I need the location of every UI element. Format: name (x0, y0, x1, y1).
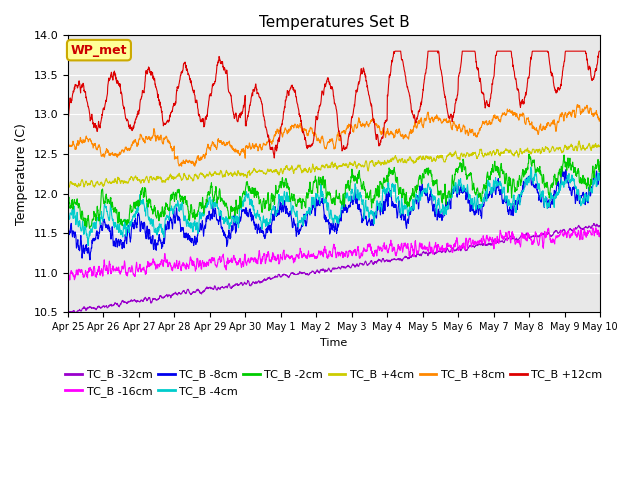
TC_B +12cm (361, 71, 369, 77)
TC_B +4cm (349, 162, 357, 168)
TC_B -16cm (596, 230, 604, 236)
TC_B -32cm (590, 221, 598, 227)
TC_B -32cm (549, 231, 557, 237)
TC_B -4cm (564, 173, 572, 179)
TC_B +12cm (212, 71, 220, 76)
Line: TC_B +12cm: TC_B +12cm (68, 51, 600, 158)
TC_B +12cm (596, 48, 604, 54)
TC_B -8cm (86, 257, 94, 263)
X-axis label: Time: Time (321, 337, 348, 348)
Text: WP_met: WP_met (70, 44, 127, 57)
TC_B +4cm (489, 149, 497, 155)
TC_B -4cm (489, 187, 497, 192)
TC_B -2cm (596, 159, 604, 165)
TC_B +8cm (596, 118, 604, 123)
TC_B -32cm (489, 241, 497, 247)
TC_B +8cm (212, 146, 220, 152)
Line: TC_B +8cm: TC_B +8cm (68, 105, 600, 166)
TC_B -8cm (361, 215, 369, 220)
Line: TC_B -32cm: TC_B -32cm (68, 224, 600, 313)
TC_B -32cm (72, 310, 80, 316)
TC_B -32cm (64, 309, 72, 315)
TC_B +8cm (489, 118, 497, 123)
TC_B -2cm (86, 226, 93, 231)
TC_B -8cm (564, 180, 572, 186)
TC_B -32cm (564, 228, 572, 234)
TC_B -16cm (549, 236, 557, 242)
TC_B -32cm (361, 259, 369, 265)
TC_B -4cm (550, 198, 557, 204)
TC_B -2cm (349, 173, 357, 179)
TC_B -16cm (564, 229, 572, 235)
TC_B -16cm (349, 248, 357, 254)
TC_B -4cm (527, 164, 534, 170)
TC_B +8cm (564, 110, 572, 116)
TC_B -16cm (489, 236, 497, 241)
TC_B +4cm (64, 183, 72, 189)
TC_B -2cm (489, 162, 497, 168)
TC_B +12cm (271, 155, 278, 161)
TC_B -2cm (212, 192, 220, 198)
TC_B -8cm (549, 200, 557, 206)
TC_B +4cm (549, 144, 557, 150)
TC_B +8cm (573, 102, 581, 108)
TC_B -16cm (592, 225, 600, 230)
TC_B -4cm (596, 169, 604, 175)
TC_B -2cm (64, 196, 72, 202)
TC_B -32cm (349, 263, 357, 268)
Title: Temperatures Set B: Temperatures Set B (259, 15, 410, 30)
TC_B -32cm (596, 224, 604, 229)
TC_B +4cm (212, 171, 220, 177)
TC_B +12cm (489, 77, 497, 83)
Line: TC_B +4cm: TC_B +4cm (68, 141, 600, 188)
TC_B -8cm (64, 222, 72, 228)
TC_B +8cm (191, 163, 198, 169)
TC_B +8cm (64, 142, 72, 148)
TC_B +4cm (65, 185, 72, 191)
TC_B +12cm (564, 48, 572, 54)
TC_B -16cm (64, 272, 72, 278)
Line: TC_B -2cm: TC_B -2cm (68, 154, 600, 228)
TC_B -2cm (525, 151, 533, 157)
TC_B +8cm (549, 121, 557, 127)
TC_B -2cm (564, 159, 572, 165)
TC_B -4cm (84, 243, 92, 249)
TC_B -16cm (66, 277, 74, 283)
Line: TC_B -8cm: TC_B -8cm (68, 170, 600, 260)
TC_B -8cm (596, 173, 604, 179)
Line: TC_B -16cm: TC_B -16cm (68, 228, 600, 280)
TC_B +12cm (349, 109, 357, 115)
TC_B +8cm (349, 128, 357, 134)
TC_B -16cm (361, 248, 369, 253)
TC_B -8cm (489, 190, 497, 195)
TC_B -2cm (361, 188, 369, 193)
TC_B +4cm (575, 138, 583, 144)
TC_B +4cm (596, 143, 604, 149)
Line: TC_B -4cm: TC_B -4cm (68, 167, 600, 246)
Legend: TC_B -32cm, TC_B -16cm, TC_B -8cm, TC_B -4cm, TC_B -2cm, TC_B +4cm, TC_B +8cm, T: TC_B -32cm, TC_B -16cm, TC_B -8cm, TC_B … (61, 365, 607, 401)
TC_B -4cm (212, 197, 220, 203)
TC_B +12cm (391, 48, 399, 54)
TC_B -32cm (212, 287, 220, 292)
TC_B -8cm (349, 197, 357, 203)
TC_B -8cm (212, 217, 220, 223)
TC_B -16cm (212, 264, 220, 270)
TC_B +4cm (361, 161, 369, 167)
TC_B +12cm (64, 112, 72, 118)
TC_B -4cm (361, 207, 369, 213)
TC_B +8cm (361, 123, 369, 129)
TC_B -2cm (550, 181, 557, 187)
TC_B -4cm (349, 196, 357, 202)
TC_B -4cm (64, 212, 72, 218)
TC_B +4cm (564, 146, 572, 152)
TC_B +12cm (550, 80, 557, 85)
TC_B -8cm (562, 167, 570, 173)
Y-axis label: Temperature (C): Temperature (C) (15, 123, 28, 225)
